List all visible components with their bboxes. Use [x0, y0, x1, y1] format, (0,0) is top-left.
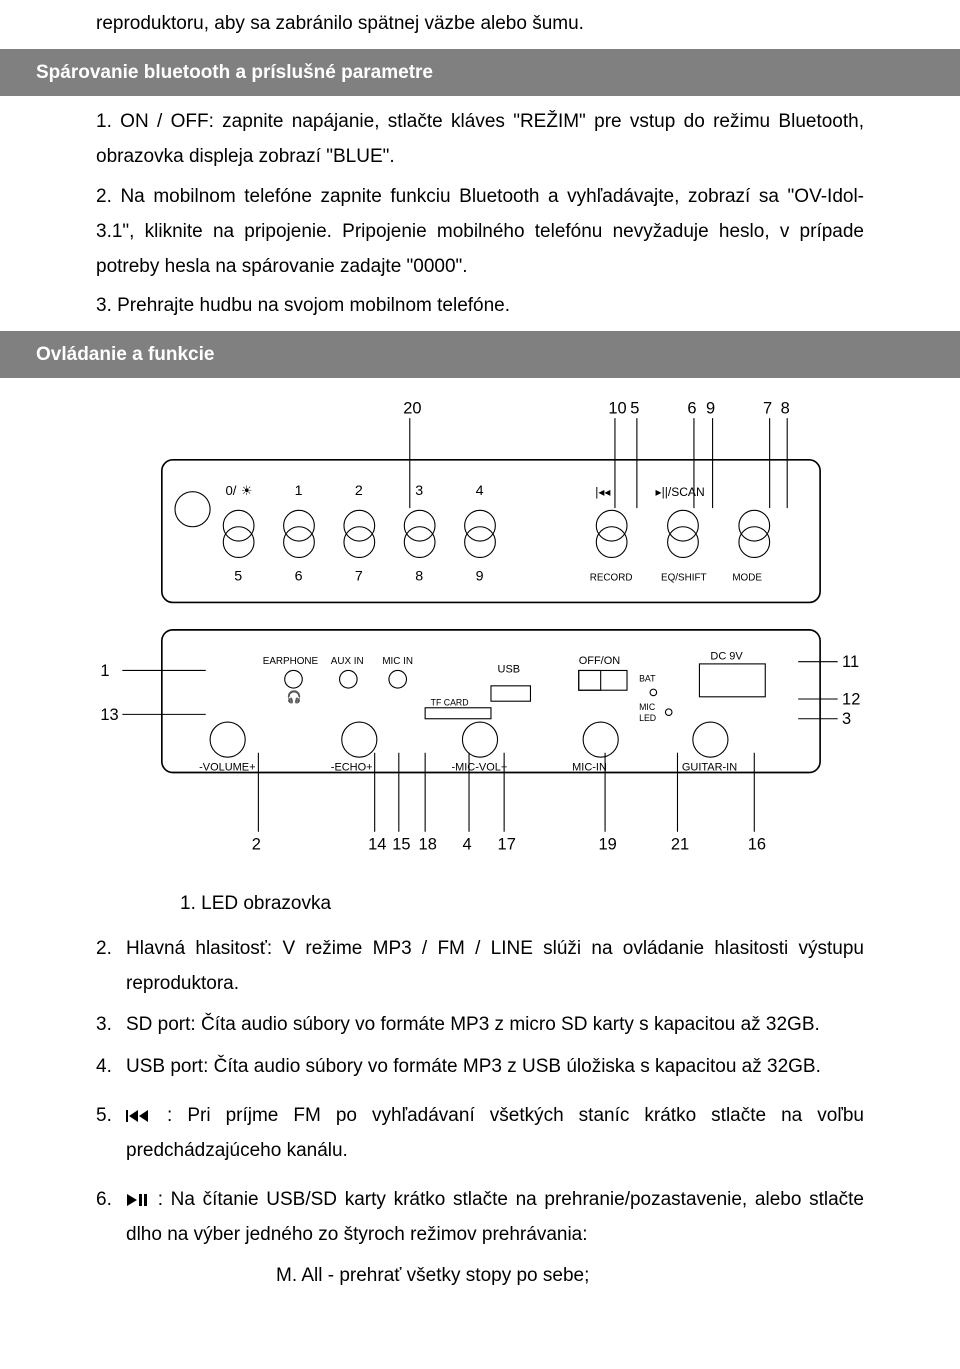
svg-text:20: 20 — [403, 400, 421, 418]
intro-text: reproduktoru, aby sa zabránilo spätnej v… — [96, 6, 864, 41]
svg-text:6: 6 — [295, 569, 303, 585]
list-num: 3. — [96, 1007, 126, 1042]
svg-text:🎧: 🎧 — [287, 690, 302, 704]
svg-text:8: 8 — [781, 400, 790, 418]
pairing-step-1: 1. ON / OFF: zapnite napájanie, stlačte … — [96, 104, 864, 174]
pairing-step-3: 3. Prehrajte hudbu na svojom mobilnom te… — [96, 288, 864, 323]
list-body: Hlavná hlasitosť: V režime MP3 / FM / LI… — [126, 931, 864, 1001]
feature-item-6: 6. : Na čítanie USB/SD karty krátko stla… — [96, 1182, 864, 1252]
svg-text:16: 16 — [748, 836, 766, 854]
list-num: 5. — [96, 1098, 126, 1168]
svg-text:TF CARD: TF CARD — [431, 698, 469, 708]
device-diagram: 0/☀123456789|◂◂▸||/SCANRECORDEQ/SHIFTMOD… — [96, 394, 864, 866]
svg-text:14: 14 — [368, 836, 386, 854]
svg-text:2: 2 — [252, 836, 261, 854]
list-body: USB port: Číta audio súbory vo formáte M… — [126, 1049, 864, 1084]
svg-text:9: 9 — [706, 400, 715, 418]
svg-text:13: 13 — [100, 706, 118, 724]
section-header-pairing: Spárovanie bluetooth a príslušné paramet… — [0, 49, 960, 96]
svg-text:☀: ☀ — [241, 483, 253, 498]
svg-text:BAT: BAT — [639, 674, 656, 684]
svg-text:DC 9V: DC 9V — [710, 651, 743, 663]
svg-text:3: 3 — [415, 483, 423, 499]
svg-text:MODE: MODE — [732, 573, 762, 584]
svg-text:EARPHONE: EARPHONE — [263, 656, 319, 667]
svg-text:1: 1 — [295, 483, 303, 499]
list-num: 2. — [96, 931, 126, 1001]
svg-text:LED: LED — [639, 713, 656, 723]
svg-text:18: 18 — [419, 836, 437, 854]
svg-text:19: 19 — [598, 836, 616, 854]
svg-text:8: 8 — [415, 569, 423, 585]
svg-text:MIC: MIC — [639, 702, 655, 712]
svg-text:|◂◂: |◂◂ — [595, 485, 610, 499]
svg-text:USB: USB — [498, 664, 521, 676]
svg-text:EQ/SHIFT: EQ/SHIFT — [661, 573, 706, 584]
device-diagram-svg: 0/☀123456789|◂◂▸||/SCANRECORDEQ/SHIFTMOD… — [96, 394, 864, 866]
svg-text:1: 1 — [100, 662, 109, 680]
section-header-controls: Ovládanie a funkcie — [0, 331, 960, 378]
svg-text:4: 4 — [462, 836, 471, 854]
list-body: : Na čítanie USB/SD karty krátko stlačte… — [126, 1182, 864, 1252]
svg-text:▸||/SCAN: ▸||/SCAN — [656, 485, 705, 499]
svg-text:3: 3 — [842, 711, 851, 729]
svg-text:17: 17 — [498, 836, 516, 854]
svg-text:5: 5 — [630, 400, 639, 418]
svg-text:OFF/ON: OFF/ON — [579, 655, 621, 667]
feature-item-1: 1. LED obrazovka — [96, 886, 864, 921]
svg-text:GUITAR-IN: GUITAR-IN — [682, 762, 737, 774]
list-body: SD port: Číta audio súbory vo formáte MP… — [126, 1007, 864, 1042]
feature-item-6-sub: M. All - prehrať všetky stopy po sebe; — [96, 1258, 864, 1293]
svg-text:12: 12 — [842, 691, 860, 709]
svg-text:-ECHO+: -ECHO+ — [331, 762, 373, 774]
pairing-step-2: 2. Na mobilnom telefóne zapnite funkciu … — [96, 179, 864, 284]
svg-text:10: 10 — [608, 400, 626, 418]
svg-text:MIC-IN: MIC-IN — [572, 762, 607, 774]
svg-text:7: 7 — [355, 569, 363, 585]
feature-item-4: 4. USB port: Číta audio súbory vo formát… — [96, 1049, 864, 1084]
svg-text:5: 5 — [234, 569, 242, 585]
svg-text:0/: 0/ — [225, 483, 236, 498]
svg-text:7: 7 — [763, 400, 772, 418]
svg-text:21: 21 — [671, 836, 689, 854]
feature-item-2: 2. Hlavná hlasitosť: V režime MP3 / FM /… — [96, 931, 864, 1001]
feature-item-5: 5. : Pri príjme FM po vyhľadávaní všetký… — [96, 1098, 864, 1168]
play-pause-icon — [126, 1189, 150, 1210]
svg-text:MIC IN: MIC IN — [382, 656, 413, 667]
feature-list: 2. Hlavná hlasitosť: V režime MP3 / FM /… — [96, 931, 864, 1252]
prev-track-icon — [126, 1105, 152, 1126]
svg-text:2: 2 — [355, 483, 363, 499]
svg-text:4: 4 — [476, 483, 484, 499]
svg-text:11: 11 — [842, 653, 859, 671]
svg-text:-VOLUME+: -VOLUME+ — [199, 762, 255, 774]
list-body: : Pri príjme FM po vyhľadávaní všetkých … — [126, 1098, 864, 1168]
svg-text:AUX IN: AUX IN — [331, 656, 364, 667]
list-num: 4. — [96, 1049, 126, 1084]
svg-text:9: 9 — [476, 569, 484, 585]
svg-text:15: 15 — [392, 836, 410, 854]
svg-text:RECORD: RECORD — [590, 573, 633, 584]
feature-item-3: 3. SD port: Číta audio súbory vo formáte… — [96, 1007, 864, 1042]
svg-text:-MIC-VOL+: -MIC-VOL+ — [451, 762, 507, 774]
svg-text:6: 6 — [687, 400, 696, 418]
list-num: 6. — [96, 1182, 126, 1252]
